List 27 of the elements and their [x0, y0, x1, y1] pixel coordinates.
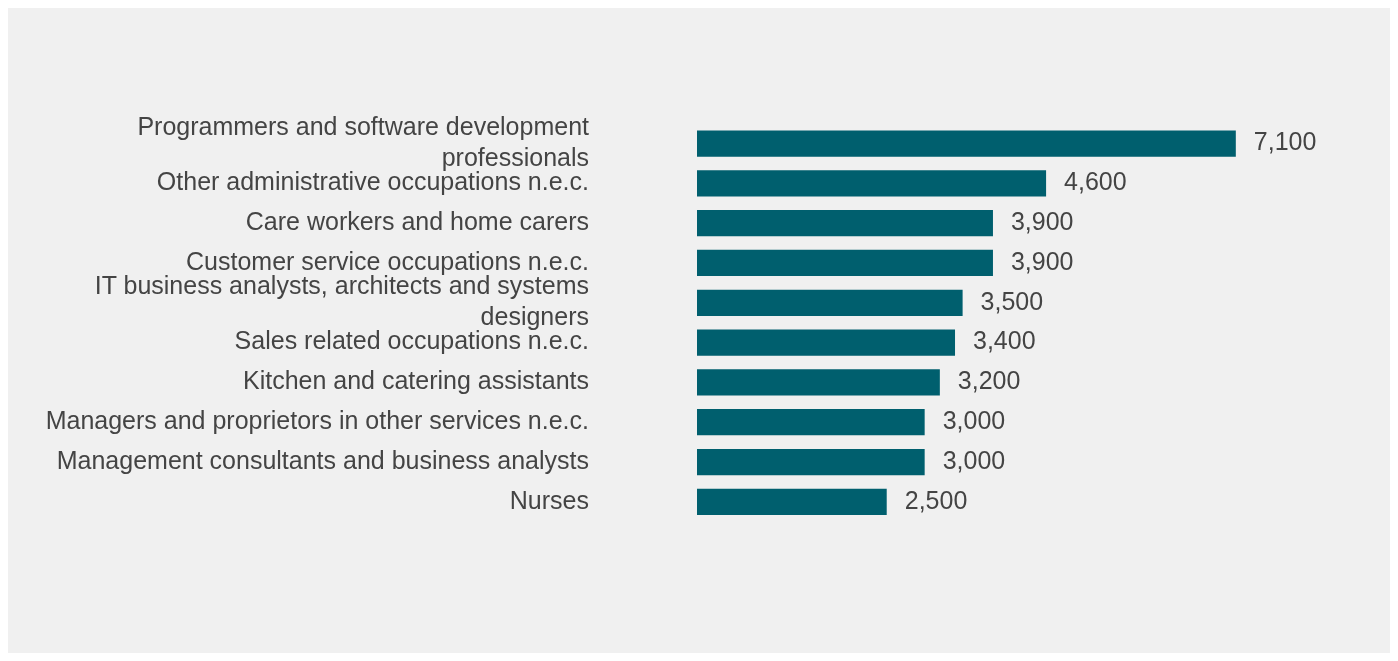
- bar: [697, 329, 956, 356]
- data-label: 3,000: [942, 445, 1006, 474]
- y-tick-label: Customer service occupations n.e.c.: [186, 246, 589, 275]
- data-label: 3,400: [973, 326, 1036, 355]
- bar: [697, 409, 925, 436]
- y-tick-label: Care workers and home carers: [245, 207, 589, 236]
- data-label: 2,500: [904, 485, 968, 514]
- y-tick-label: Kitchen and catering assistants: [242, 366, 589, 395]
- bar: [697, 448, 925, 476]
- bar: [697, 488, 887, 515]
- data-label: 3,200: [957, 366, 1021, 395]
- bar: [697, 289, 963, 316]
- data-label: 7,100: [1253, 127, 1317, 156]
- data-label: 3,900: [1010, 246, 1074, 275]
- bar: [697, 249, 993, 277]
- bar: [697, 369, 940, 396]
- y-tick-label: Programmers and software development professionals: [137, 111, 590, 172]
- bar: [697, 130, 1236, 157]
- bar: [697, 170, 1047, 197]
- data-label: 3,500: [980, 286, 1044, 315]
- y-tick-label: Nurses: [509, 485, 589, 514]
- data-label: 3,900: [1010, 207, 1074, 236]
- data-label: 3,000: [942, 406, 1006, 435]
- data-label: 4,600: [1064, 167, 1127, 196]
- y-tick-label: Management consultants and business analysts: [56, 445, 589, 474]
- bar: [697, 210, 993, 237]
- y-tick-label: Managers and proprietors in other services n.e.c.: [45, 406, 589, 435]
